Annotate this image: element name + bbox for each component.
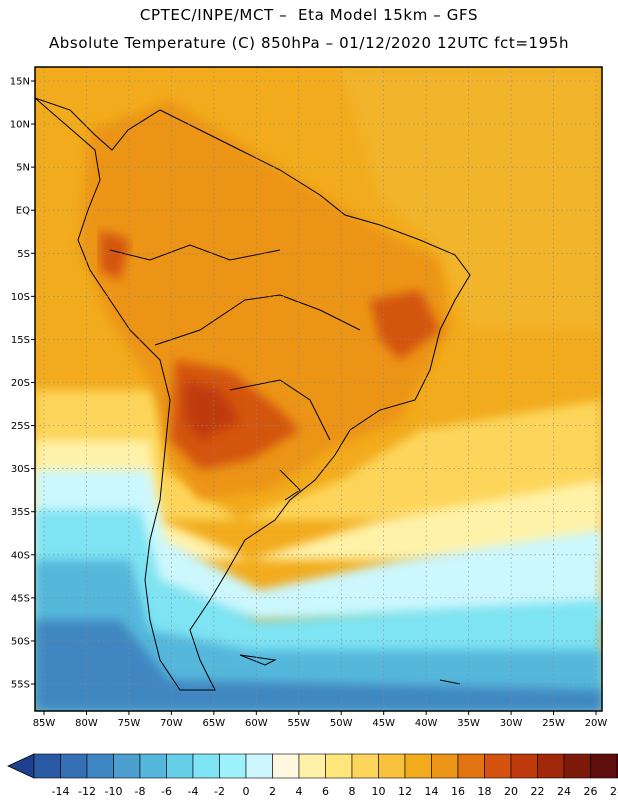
lat-label: 25S: [11, 421, 30, 432]
coastlines: [35, 97, 471, 691]
colorbar-swatch: [510, 753, 538, 779]
colorbar-swatch: [245, 753, 273, 779]
colorbar-swatch: [457, 753, 485, 779]
colorbar-swatch: [378, 753, 406, 779]
lat-label: 10N: [10, 120, 30, 131]
lat-label: 50S: [11, 636, 30, 647]
colorbar-label: 6: [322, 785, 329, 798]
colorbar-label: 22: [531, 785, 545, 798]
colorbar-swatch: [60, 753, 88, 779]
colorbar-label: 18: [478, 785, 492, 798]
lat-label: 15S: [11, 335, 30, 346]
temperature-field: [35, 67, 602, 711]
lat-label: 5S: [17, 249, 30, 260]
latitude-axis: 15N 10N 5N EQ 5S 10S 15S 20S 25S 30S 35S 40S 45S 50S 5…: [10, 77, 35, 691]
colorbar-label: 12: [398, 785, 412, 798]
graticule: [35, 67, 602, 711]
colorbar-label: 8: [349, 785, 356, 798]
colorbar-swatch: [113, 753, 141, 779]
lat-label: 5N: [16, 163, 30, 174]
colorbar-label: 4: [296, 785, 303, 798]
colorbar-swatch: [351, 753, 379, 779]
lat-label: 55S: [11, 680, 30, 691]
map-subtitle: Absolute Temperature (C) 850hPa – 01/12/…: [48, 34, 570, 52]
colorbar-low-arrow: [7, 753, 35, 779]
lat-label: 30S: [11, 464, 30, 475]
colorbar-label: -2: [214, 785, 225, 798]
colorbar-label: 2: [269, 785, 276, 798]
colorbar-swatch: [192, 753, 220, 779]
colorbar-label: -12: [78, 785, 96, 798]
lon-label: 45W: [372, 718, 395, 729]
lon-label: 65W: [203, 718, 226, 729]
lat-label: 10S: [11, 292, 30, 303]
colorbar-label: 20: [504, 785, 518, 798]
colorbar-swatch: [139, 753, 167, 779]
lat-label: EQ: [16, 206, 30, 217]
colorbar-label: -6: [161, 785, 172, 798]
lat-label: 20S: [11, 378, 30, 389]
map-frame: [34, 66, 603, 712]
colorbar-swatch: [404, 753, 432, 779]
lon-label: 25W: [542, 718, 565, 729]
colorbar-label: 16: [451, 785, 465, 798]
colorbar-label: 24: [557, 785, 571, 798]
lon-label: 85W: [33, 718, 56, 729]
lon-label: 35W: [457, 718, 480, 729]
lon-label: 50W: [330, 718, 353, 729]
colorbar-swatch: [431, 753, 459, 779]
colorbar-swatch: [298, 753, 326, 779]
colorbar-swatch: [86, 753, 114, 779]
lon-label: 70W: [160, 718, 183, 729]
lon-label: 20W: [585, 718, 608, 729]
colorbar-label: -4: [188, 785, 199, 798]
colorbar-swatch: [219, 753, 247, 779]
lon-label: 30W: [500, 718, 523, 729]
colorbar-label: 14: [425, 785, 439, 798]
colorbar-label: 26: [584, 785, 598, 798]
lon-label: 75W: [118, 718, 141, 729]
colorbar-swatch: [33, 753, 61, 779]
lat-label: 35S: [11, 507, 30, 518]
colorbar-swatch: [563, 753, 591, 779]
colorbar: -14 -12 -10 -8 -6 -4 -2 0 2 4 6 8 10 12 14 16 18 20 22 24 26…: [7, 753, 618, 798]
colorbar-label: 28: [610, 785, 618, 798]
colorbar-swatch: [272, 753, 300, 779]
lon-label: 60W: [245, 718, 268, 729]
lon-label: 40W: [415, 718, 438, 729]
colorbar-swatch: [590, 753, 618, 779]
lon-label: 55W: [287, 718, 310, 729]
lat-label: 45S: [11, 593, 30, 604]
lat-label: 40S: [11, 550, 30, 561]
lat-label: 15N: [10, 77, 30, 88]
colorbar-label: -14: [52, 785, 70, 798]
colorbar-label: 10: [372, 785, 386, 798]
colorbar-label: -10: [105, 785, 123, 798]
colorbar-swatch: [484, 753, 512, 779]
colorbar-label: 0: [243, 785, 250, 798]
longitude-axis: 85W 80W 75W 70W 65W 60W 55W 50W 45W 40W 35W 30W 25W 2…: [33, 711, 608, 729]
map-title: CPTEC/INPE/MCT – Eta Model 15km – GFS: [139, 6, 479, 24]
colorbar-label: -8: [135, 785, 146, 798]
lon-label: 80W: [75, 718, 98, 729]
colorbar-swatch: [325, 753, 353, 779]
colorbar-swatch: [166, 753, 194, 779]
colorbar-swatch: [537, 753, 565, 779]
